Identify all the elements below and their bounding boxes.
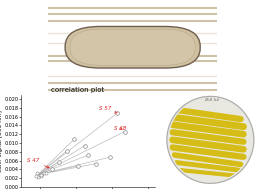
Point [39,175,43,178]
Point [108,156,112,159]
FancyBboxPatch shape [70,29,195,65]
Text: correlation plot: correlation plot [51,87,104,93]
Point [39,173,43,176]
Point [65,149,69,153]
Point [75,164,80,167]
Text: S 47: S 47 [27,158,49,168]
Point [36,175,40,178]
Text: S 57: S 57 [99,106,117,113]
Point [35,172,39,175]
Point [34,174,38,177]
Text: S 48: S 48 [114,126,126,131]
Point [50,168,54,171]
Point [44,172,48,175]
Point [38,174,42,177]
Point [72,138,76,141]
Point [122,130,127,133]
Point [42,171,46,174]
FancyBboxPatch shape [65,26,200,68]
Text: 25-8  h.d.: 25-8 h.d. [205,98,219,102]
Point [57,160,62,163]
Point [86,153,91,156]
Circle shape [167,96,254,183]
Point [94,162,98,165]
Y-axis label: calc. signal [505 nm]: calc. signal [505 nm] [0,110,3,172]
Point [115,112,120,115]
Point [83,144,87,147]
Point [40,172,44,175]
